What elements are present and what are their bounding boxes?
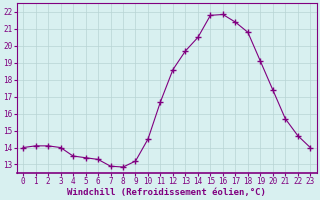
X-axis label: Windchill (Refroidissement éolien,°C): Windchill (Refroidissement éolien,°C) (67, 188, 266, 197)
